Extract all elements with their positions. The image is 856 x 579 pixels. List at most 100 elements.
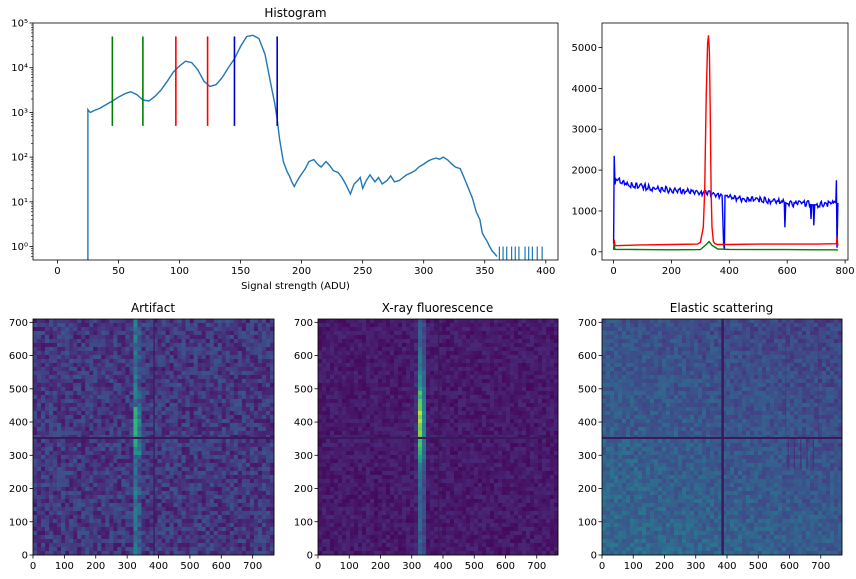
heatmap-frame [32,318,275,556]
y-tick-label: 600 [294,351,313,362]
y-tick-label: 500 [9,384,28,395]
x-tick-label: 0 [315,561,321,572]
artifact-title: Artifact [131,301,175,315]
y-tick-label: 10³ [11,108,28,119]
x-tick-label: 600 [212,561,231,572]
x-tick-label: 0 [30,561,36,572]
y-tick-label: 1000 [572,206,597,217]
x-tick-label: 600 [780,561,799,572]
x-tick-label: 200 [86,561,105,572]
y-tick-label: 0 [22,551,28,562]
x-tick-label: 400 [149,561,168,572]
y-tick-label: 10⁴ [11,63,28,74]
x-tick-label: 300 [402,561,421,572]
y-tick-label: 700 [9,318,28,329]
heatmap-cells [33,319,275,556]
spectrum-series-line [612,240,839,251]
y-tick-label: 200 [294,484,313,495]
x-tick-label: 700 [527,561,546,572]
x-tick-label: 200 [292,266,311,277]
x-tick-label: 500 [465,561,484,572]
histogram-series-line [87,34,498,260]
y-tick-label: 400 [9,418,28,429]
line-frame [601,22,849,261]
x-tick-label: 0 [54,266,60,277]
y-tick-label: 10⁰ [11,242,28,253]
heatmap-frame [317,318,559,556]
x-tick-label: 150 [231,266,250,277]
x-tick-label: 300 [118,561,137,572]
line-plot-area: 0 200 400 600 800 0 1000 2000 3000 4000 5000 [572,22,855,277]
y-tick-label: 100 [294,517,313,528]
y-tick-label: 500 [578,384,597,395]
x-tick-label: 0 [610,266,616,277]
y-tick-label: 10⁵ [11,19,28,30]
y-tick-label: 200 [578,484,597,495]
y-tick-label: 600 [9,351,28,362]
y-tick-label: 0 [591,247,597,258]
histogram-plot-area: 0 50 100 150 200 250 300 350 400 10⁰ 10¹ 10² 10³ 10⁴ 1… [11,19,559,277]
x-tick-label: 200 [655,561,674,572]
x-tick-label: 800 [836,266,855,277]
x-tick-label: 500 [180,561,199,572]
x-tick-label: 100 [340,561,359,572]
y-tick-label: 100 [9,517,28,528]
histogram-title: Histogram [264,6,326,20]
x-tick-label: 200 [371,561,390,572]
x-tick-label: 400 [720,266,739,277]
heatmap-cells [602,319,843,556]
artifact-panel: Artifact 0 100 200 300 400 500 600 700 0 100 200 30… [9,301,275,572]
spectrum-series-line [612,35,839,250]
histogram-frame [32,22,559,261]
x-tick-label: 100 [170,266,189,277]
y-tick-label: 10¹ [11,197,28,208]
x-tick-label: 0 [599,561,605,572]
y-tick-label: 2000 [572,166,597,177]
x-tick-label: 600 [496,561,515,572]
x-tick-label: 700 [811,561,830,572]
x-tick-label: 250 [353,266,372,277]
x-tick-label: 600 [778,266,797,277]
heatmap-cells [318,319,559,556]
y-tick-label: 600 [578,351,597,362]
heatmap-frame [601,318,843,556]
y-tick-label: 400 [294,418,313,429]
x-tick-label: 300 [686,561,705,572]
y-tick-label: 100 [578,517,597,528]
fluorescence-heatmap: 0 100 200 300 400 500 600 700 0 100 200 300 400 500 60… [294,318,559,572]
x-tick-label: 400 [717,561,736,572]
x-tick-label: 100 [624,561,643,572]
y-tick-label: 200 [9,484,28,495]
elastic-panel: Elastic scattering 0 100 200 300 400 500 600 70… [578,301,843,572]
y-tick-label: 0 [307,551,313,562]
spectrum-series-line [612,155,839,250]
y-tick-label: 5000 [572,43,597,54]
y-tick-label: 300 [578,451,597,462]
y-tick-label: 4000 [572,84,597,95]
y-tick-label: 300 [294,451,313,462]
fluorescence-title: X-ray fluorescence [382,301,494,315]
elastic-heatmap: 0 100 200 300 400 500 600 700 0 100 200 300 400 500 60… [578,318,843,572]
elastic-title: Elastic scattering [670,301,773,315]
y-tick-label: 400 [578,418,597,429]
y-tick-label: 700 [578,318,597,329]
x-tick-label: 500 [749,561,768,572]
y-tick-label: 10² [11,153,28,164]
histogram-x-label: Signal strength (ADU) [241,281,350,292]
artifact-heatmap: 0 100 200 300 400 500 600 700 0 100 200 300 400 500 60… [9,318,275,572]
y-tick-label: 500 [294,384,313,395]
x-tick-label: 400 [536,266,555,277]
histogram-panel: Histogram 0 50 100 150 200 250 300 350 400 10⁰ 10¹… [11,6,559,292]
y-tick-label: 0 [591,551,597,562]
fluorescence-panel: X-ray fluorescence 0 100 200 300 400 500 600 70… [294,301,559,572]
x-tick-label: 300 [414,266,433,277]
y-tick-label: 700 [294,318,313,329]
x-tick-label: 400 [433,561,452,572]
y-tick-label: 300 [9,451,28,462]
x-tick-label: 100 [55,561,74,572]
line-panel: 0 200 400 600 800 0 1000 2000 3000 4000 5000 [572,22,855,277]
x-tick-label: 700 [243,561,262,572]
x-tick-label: 200 [662,266,681,277]
y-tick-label: 3000 [572,125,597,136]
